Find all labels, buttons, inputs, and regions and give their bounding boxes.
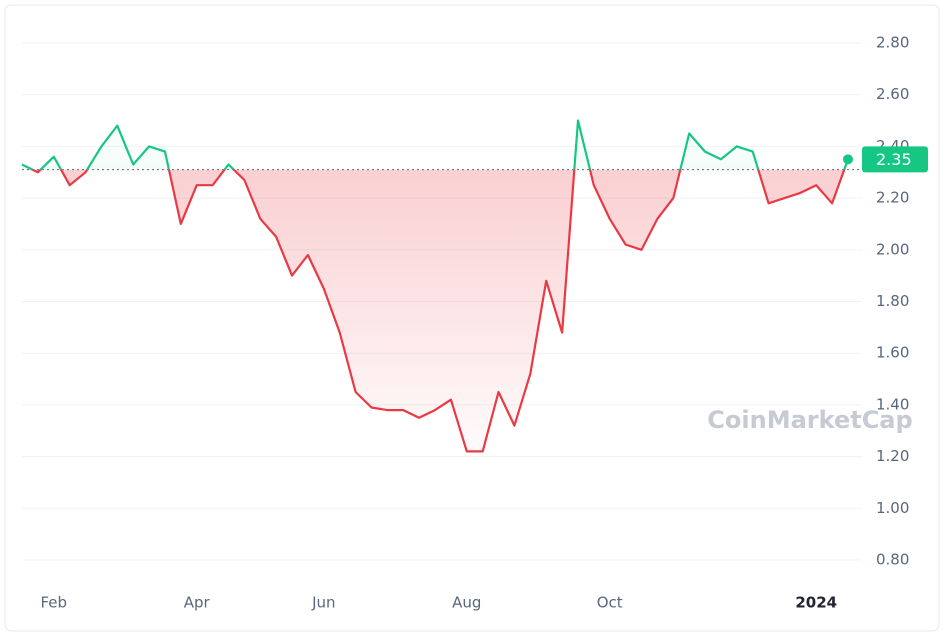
- y-tick-label: 2.20: [876, 189, 909, 207]
- watermark: CoinMarketCap: [707, 406, 912, 434]
- y-tick-label: 1.40: [876, 395, 909, 413]
- y-tick-label: 1.60: [876, 344, 909, 362]
- y-tick-label: 1.80: [876, 292, 909, 310]
- area-up: [22, 120, 848, 170]
- price-tag: [862, 146, 928, 173]
- last-point: [843, 154, 853, 165]
- x-tick-label: Oct: [597, 594, 623, 612]
- y-tick-label: 2.80: [876, 34, 909, 52]
- y-tick-label: 1.00: [876, 499, 909, 517]
- y-tick-label: 0.80: [876, 551, 909, 569]
- y-tick-label: 2.60: [876, 85, 909, 103]
- x-tick-label: Feb: [40, 594, 67, 612]
- area-down: [22, 169, 848, 452]
- price-line-up: [21, 119, 850, 170]
- x-tick-label: Jun: [311, 594, 335, 612]
- y-tick-label: 2.00: [876, 240, 909, 258]
- y-tick-label: 1.20: [876, 447, 909, 465]
- x-tick-label: 2024: [795, 594, 837, 612]
- price-tag-label: 2.35: [876, 150, 912, 169]
- x-tick-label: Aug: [452, 594, 481, 612]
- price-line-down: [30, 169, 846, 453]
- x-tick-label: Apr: [184, 594, 211, 612]
